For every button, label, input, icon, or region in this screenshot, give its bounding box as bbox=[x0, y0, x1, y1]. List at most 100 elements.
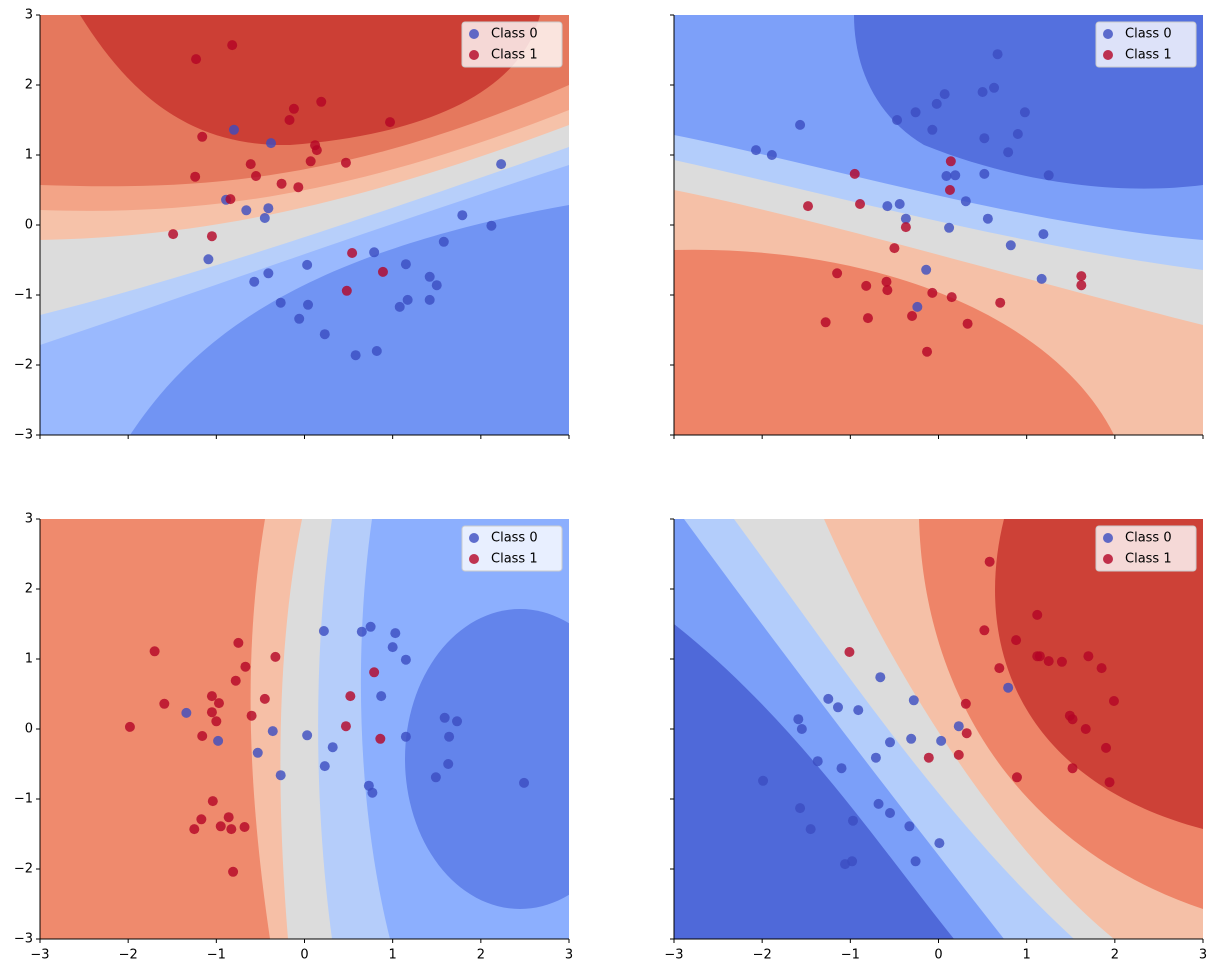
decision-surface bbox=[674, 15, 1203, 435]
data-point bbox=[251, 171, 262, 181]
data-point bbox=[519, 777, 530, 788]
data-point bbox=[356, 626, 367, 637]
data-point bbox=[840, 859, 851, 870]
data-point bbox=[263, 203, 274, 214]
data-point bbox=[293, 182, 304, 193]
data-point bbox=[367, 787, 378, 798]
legend: Class 0 Class 1 bbox=[461, 525, 563, 572]
data-point bbox=[832, 702, 843, 713]
data-point bbox=[908, 695, 919, 706]
data-point bbox=[265, 138, 276, 149]
data-point bbox=[1003, 147, 1014, 158]
x-tick-label: −3 bbox=[30, 948, 49, 963]
data-point bbox=[796, 724, 807, 734]
data-point bbox=[371, 346, 382, 356]
data-point bbox=[249, 276, 260, 287]
data-point bbox=[1108, 696, 1119, 706]
data-point bbox=[906, 733, 917, 744]
data-point bbox=[241, 205, 252, 216]
data-point bbox=[823, 693, 834, 704]
data-point bbox=[934, 838, 945, 849]
data-point bbox=[910, 107, 921, 118]
data-point bbox=[849, 168, 860, 179]
data-point bbox=[259, 693, 270, 704]
data-point bbox=[1011, 635, 1022, 646]
legend-marker bbox=[1103, 29, 1113, 39]
data-point bbox=[196, 814, 207, 825]
legend-label: Class 1 bbox=[1125, 552, 1172, 567]
data-point bbox=[443, 759, 454, 769]
data-point bbox=[439, 712, 450, 723]
data-point bbox=[347, 248, 358, 258]
legend-marker bbox=[1103, 533, 1113, 543]
x-tick-label: 3 bbox=[565, 948, 573, 963]
data-point bbox=[847, 815, 858, 826]
y-tick-label: −2 bbox=[14, 358, 33, 373]
data-point bbox=[444, 731, 455, 742]
data-point bbox=[882, 285, 893, 296]
legend-label: Class 0 bbox=[1125, 27, 1172, 42]
x-tick-label: 0 bbox=[934, 948, 942, 963]
data-point bbox=[820, 317, 831, 328]
data-point bbox=[805, 824, 816, 835]
data-point bbox=[240, 661, 251, 672]
data-point bbox=[912, 301, 923, 312]
data-point bbox=[168, 229, 179, 240]
legend-label: Class 0 bbox=[491, 531, 538, 546]
x-tick-label: −2 bbox=[119, 948, 138, 963]
data-point bbox=[1003, 682, 1014, 693]
data-point bbox=[207, 796, 218, 807]
data-point bbox=[1083, 651, 1094, 662]
data-point bbox=[927, 287, 938, 298]
data-point bbox=[263, 268, 274, 279]
y-tick-label: −2 bbox=[14, 862, 33, 877]
data-point bbox=[275, 770, 286, 781]
data-point bbox=[904, 821, 915, 832]
data-point bbox=[319, 329, 330, 340]
x-tick-label: 0 bbox=[300, 948, 308, 963]
data-point bbox=[230, 675, 241, 686]
data-point bbox=[979, 133, 990, 144]
data-point bbox=[1056, 656, 1067, 667]
data-point bbox=[189, 824, 200, 835]
legend-label: Class 1 bbox=[491, 48, 538, 63]
data-point bbox=[844, 647, 855, 657]
data-point bbox=[812, 756, 823, 767]
y-tick-label: 2 bbox=[25, 78, 33, 93]
data-point bbox=[239, 822, 250, 832]
data-point bbox=[1011, 772, 1022, 783]
data-point bbox=[226, 824, 237, 835]
data-point bbox=[1080, 724, 1091, 734]
data-point bbox=[327, 742, 338, 753]
data-point bbox=[931, 98, 942, 109]
x-tick-label: 1 bbox=[389, 948, 397, 963]
data-point bbox=[190, 171, 201, 182]
data-point bbox=[961, 728, 972, 739]
legend-box bbox=[461, 525, 563, 572]
data-point bbox=[977, 87, 988, 97]
data-point bbox=[197, 131, 208, 142]
x-tick-label: −2 bbox=[753, 948, 772, 963]
data-point bbox=[387, 642, 398, 653]
legend: Class 0 Class 1 bbox=[461, 21, 563, 68]
legend-box bbox=[461, 21, 563, 68]
data-point bbox=[390, 628, 401, 639]
data-point bbox=[960, 196, 971, 207]
data-point bbox=[276, 178, 287, 189]
data-point bbox=[275, 297, 286, 308]
data-point bbox=[862, 313, 873, 324]
data-point bbox=[124, 721, 135, 732]
legend-label: Class 0 bbox=[491, 27, 538, 42]
data-point bbox=[267, 726, 278, 737]
legend-marker bbox=[469, 554, 479, 564]
data-point bbox=[984, 556, 995, 567]
legend: Class 0 Class 1 bbox=[1095, 21, 1197, 68]
data-point bbox=[875, 672, 886, 683]
data-point bbox=[206, 707, 217, 718]
data-point bbox=[941, 171, 952, 181]
data-point bbox=[215, 821, 226, 832]
data-point bbox=[989, 82, 1000, 93]
data-point bbox=[1032, 609, 1043, 620]
